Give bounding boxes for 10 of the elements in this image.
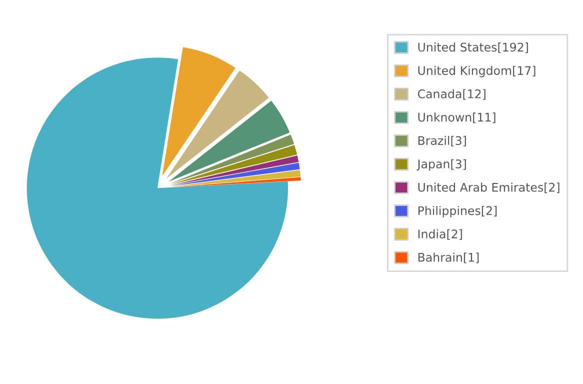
legend-label: Unknown[11] — [418, 112, 496, 124]
legend-label: Brazil[3] — [418, 136, 466, 146]
legend-label: United States[192] — [418, 42, 528, 54]
legend-label: Canada[12] — [418, 89, 486, 100]
legend-label: United Kingdom[17] — [418, 66, 536, 78]
legend-label: Bahrain[1] — [418, 252, 479, 264]
legend-label: United Arab Emirates[2] — [418, 182, 560, 194]
legend-label: Philippines[2] — [418, 206, 497, 218]
legend-label: Japan[3] — [416, 159, 466, 171]
legend-label: India[2] — [418, 229, 462, 240]
